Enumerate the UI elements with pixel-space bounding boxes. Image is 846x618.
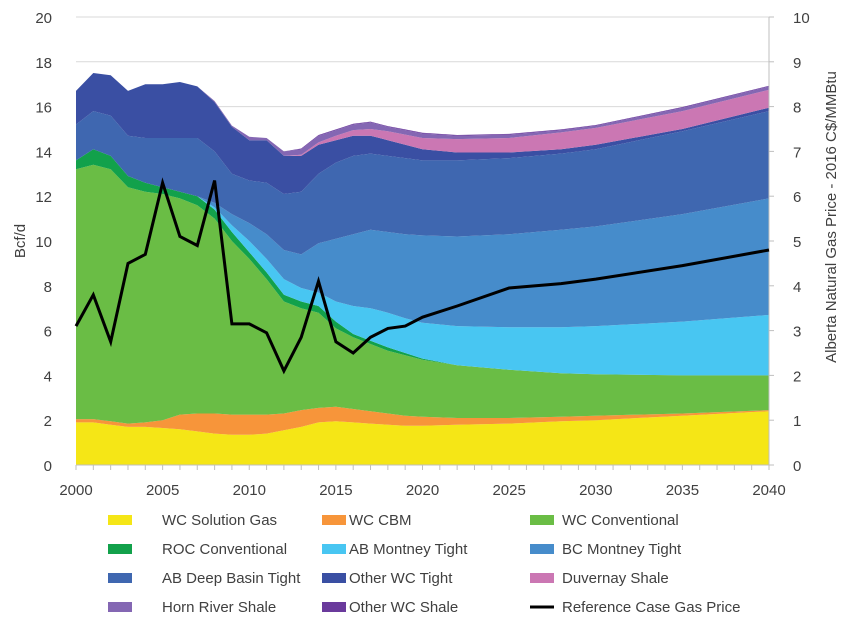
legend-label: Duvernay Shale	[562, 570, 669, 587]
area-duvernay-shale	[76, 73, 769, 156]
y2-axis-label: Alberta Natural Gas Price - 2016 C$/MMBt…	[823, 71, 840, 363]
y2-tick-label: 4	[793, 279, 801, 296]
legend-label: Reference Case Gas Price	[562, 599, 740, 613]
y2-tick-label: 7	[793, 144, 801, 161]
legend-swatch	[530, 544, 554, 554]
y-tick-label: 14	[35, 144, 52, 161]
x-tick-label: 2000	[59, 482, 92, 499]
legend-label: WC CBM	[349, 512, 412, 529]
x-tick-label: 2035	[666, 482, 699, 499]
y-tick-label: 2	[44, 413, 52, 430]
legend-item: AB Deep Basin Tight	[108, 570, 301, 587]
legend-item: Horn River Shale	[108, 599, 276, 616]
area-wc-conventional	[76, 164, 769, 424]
legend-swatch	[108, 602, 132, 612]
legend-label: BC Montney Tight	[562, 541, 682, 558]
legend-label: WC Conventional	[562, 512, 679, 529]
y-tick-label: 4	[44, 368, 52, 385]
legend-item: WC CBM	[322, 512, 412, 529]
legend-swatch	[530, 573, 554, 583]
x-tick-label: 2040	[752, 482, 785, 499]
legend-item: BC Montney Tight	[530, 541, 682, 558]
y-tick-label: 16	[35, 100, 52, 117]
y-tick-label: 6	[44, 324, 52, 341]
y-tick-label: 20	[35, 10, 52, 27]
area-wc-cbm	[76, 406, 769, 435]
y2-tick-label: 9	[793, 55, 801, 72]
y-tick-label: 12	[35, 189, 52, 206]
x-tick-label: 2005	[146, 482, 179, 499]
legend-swatch	[322, 544, 346, 554]
legend-swatch	[108, 515, 132, 525]
y-tick-label: 0	[44, 458, 52, 475]
legend-item: AB Montney Tight	[322, 541, 468, 558]
area-series	[76, 73, 769, 465]
legend-swatch	[322, 515, 346, 525]
y2-tick-label: 6	[793, 189, 801, 206]
x-tick-label: 2030	[579, 482, 612, 499]
legend-label: Other WC Tight	[349, 570, 453, 587]
y2-tick-label: 3	[793, 324, 801, 341]
y-tick-label: 8	[44, 279, 52, 296]
y-tick-label: 10	[35, 234, 52, 251]
x-tick-label: 2015	[319, 482, 352, 499]
legend-label: AB Deep Basin Tight	[162, 570, 301, 587]
y2-tick-label: 2	[793, 368, 801, 385]
legend-item: Other WC Shale	[322, 599, 458, 616]
x-tick-label: 2025	[492, 482, 525, 499]
y2-tick-label: 10	[793, 10, 810, 27]
legend-item: Other WC Tight	[322, 570, 453, 587]
y2-tick-label: 0	[793, 458, 801, 475]
legend-swatch	[322, 573, 346, 583]
legend-item: Duvernay Shale	[530, 570, 669, 587]
legend-label: AB Montney Tight	[349, 541, 468, 558]
reference-case-gas-price-line	[74, 177, 770, 375]
legend-swatch	[108, 573, 132, 583]
y2-tick-label: 1	[793, 413, 801, 430]
price-line-layer	[74, 177, 770, 375]
area-other-wc-tight	[76, 73, 769, 194]
x-tick-label: 2010	[233, 482, 266, 499]
legend-item: ROC Conventional	[108, 541, 287, 558]
x-tick-label: 2020	[406, 482, 439, 499]
legend-swatch	[530, 515, 554, 525]
y2-tick-label: 8	[793, 100, 801, 117]
legend-label: Other WC Shale	[349, 599, 458, 613]
area-ab-deep-basin-tight	[76, 111, 769, 255]
area-wc-solution-gas	[76, 411, 769, 465]
y-tick-label: 18	[35, 55, 52, 72]
area-ab-montney-tight	[76, 149, 769, 376]
legend-label: WC Solution Gas	[162, 512, 277, 529]
area-bc-montney-tight	[76, 149, 769, 328]
y-axis-label: Bcf/d	[12, 224, 29, 258]
legend-swatch	[322, 602, 346, 612]
legend-item: WC Conventional	[530, 512, 679, 529]
legend-item: WC Solution Gas	[108, 512, 277, 529]
legend-label: ROC Conventional	[162, 541, 287, 558]
y2-tick-label: 5	[793, 234, 801, 251]
legend-item: Reference Case Gas Price	[530, 599, 740, 616]
legend-label: Horn River Shale	[162, 599, 276, 613]
legend-swatch	[108, 544, 132, 554]
legend: WC Solution Gas WC CBM WC Conventional ROC …	[108, 512, 740, 616]
